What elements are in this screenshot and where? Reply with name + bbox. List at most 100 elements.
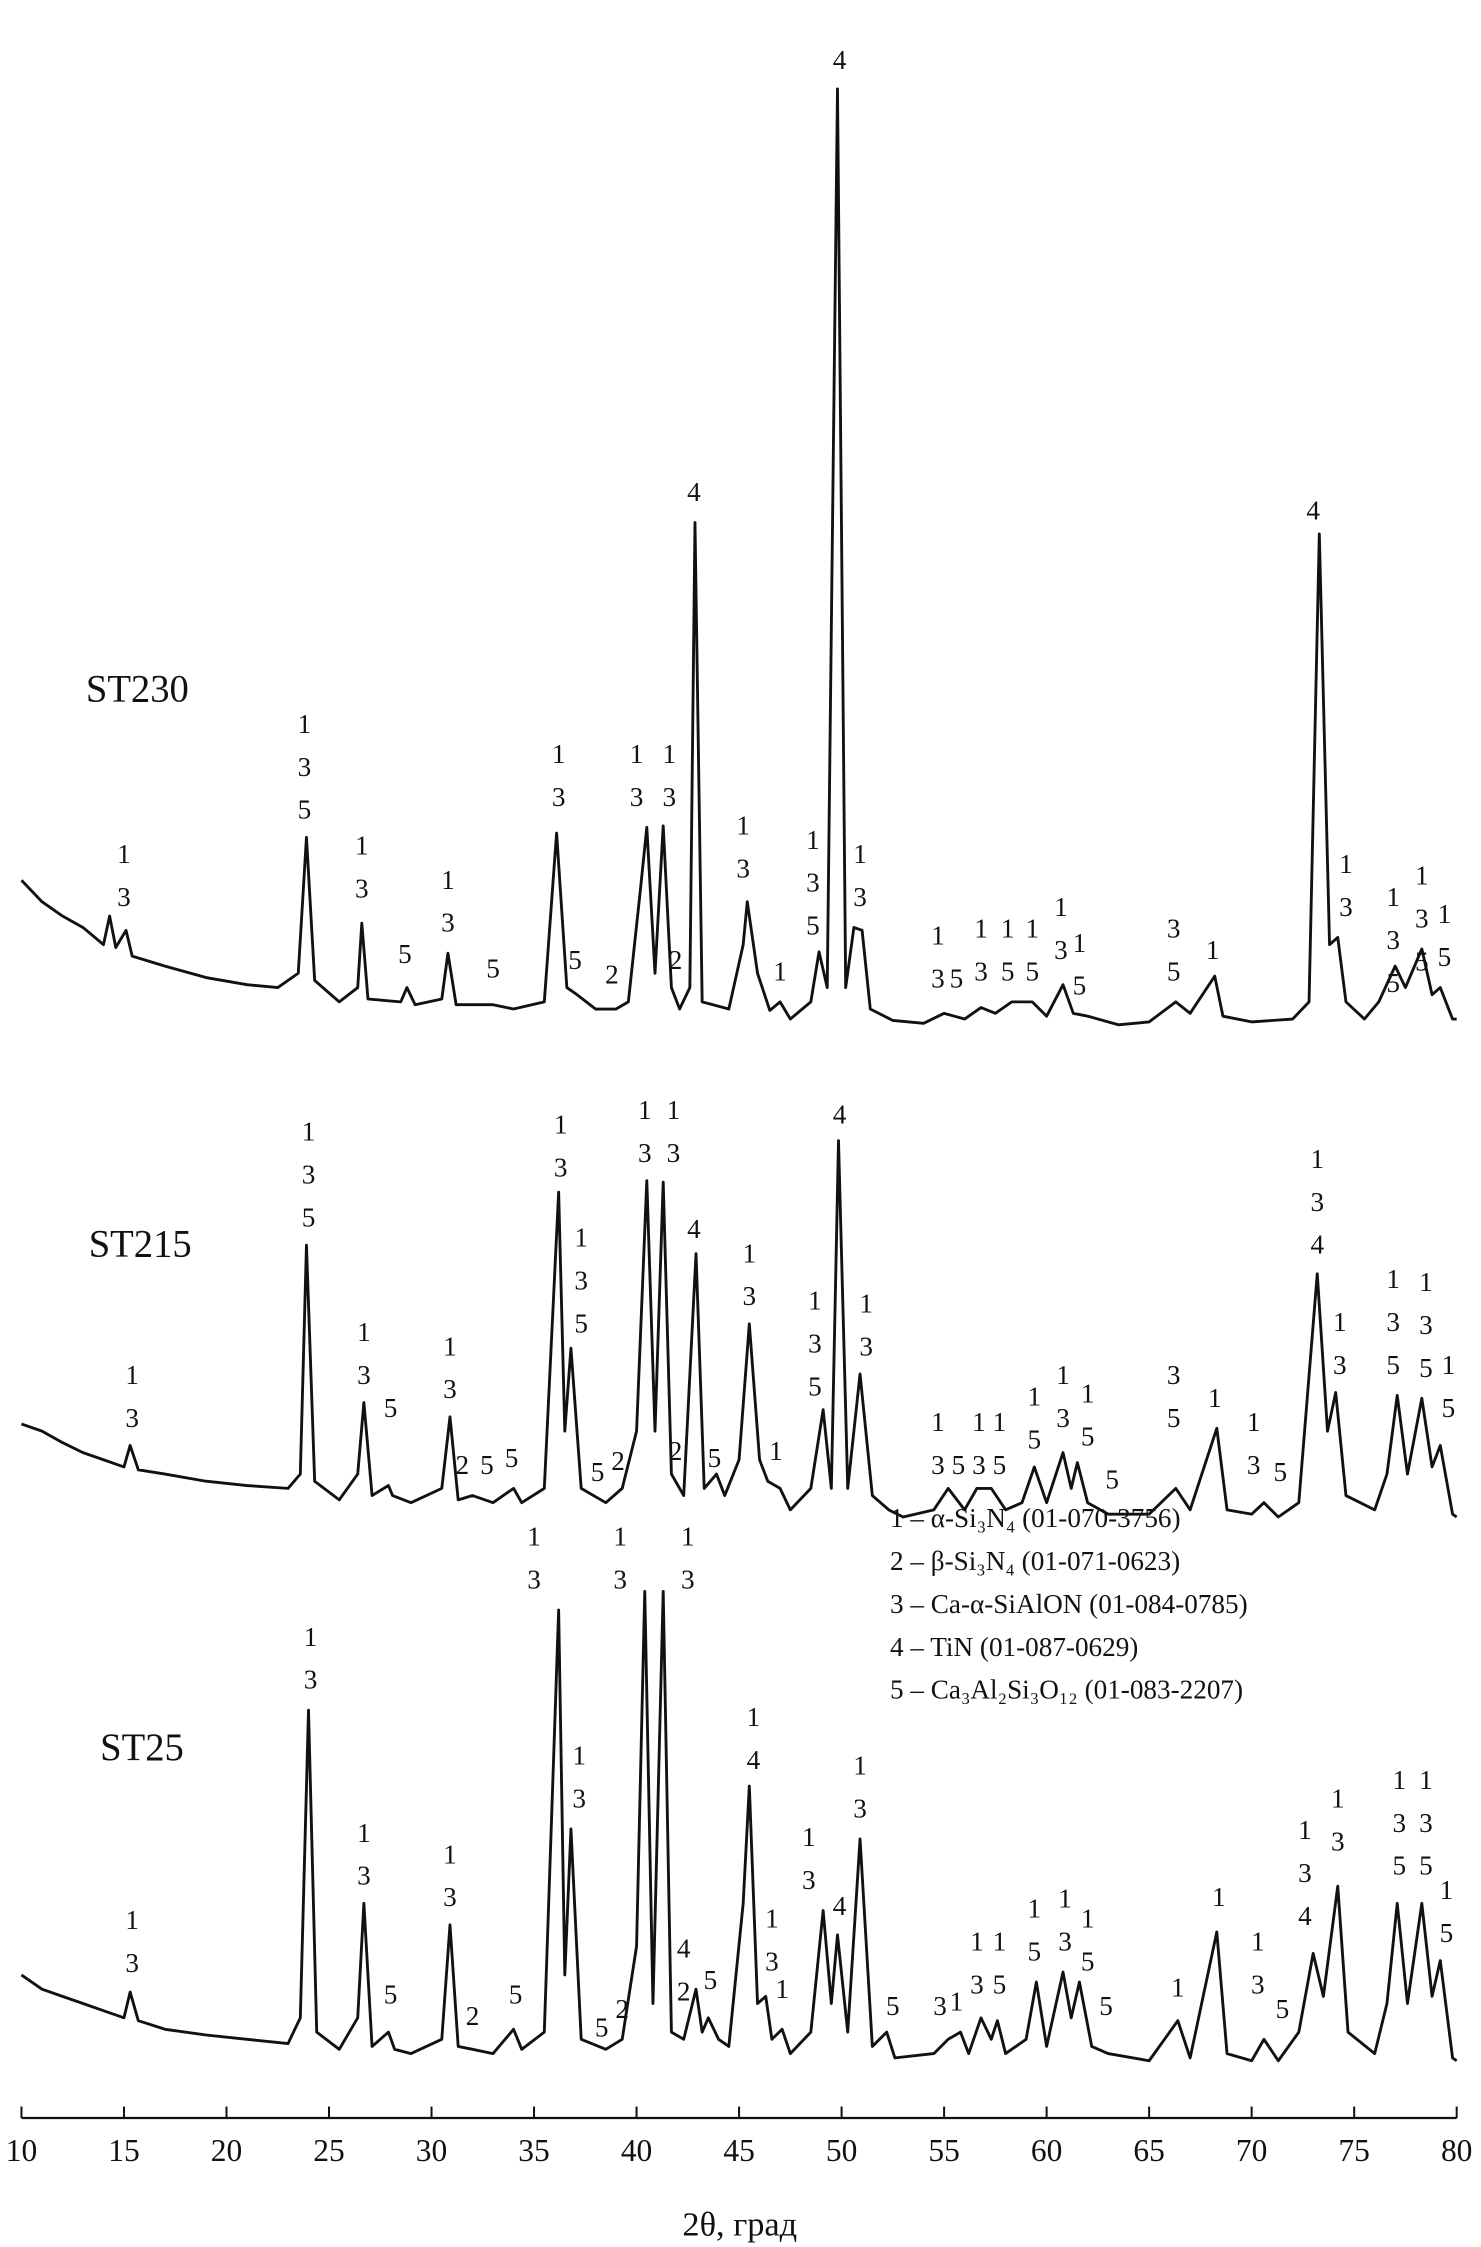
- x-tick-label: 30: [416, 2133, 447, 2168]
- peak-label: 5: [1386, 968, 1400, 998]
- peak-label: 3: [355, 873, 369, 903]
- x-tick-label: 50: [826, 2133, 857, 2168]
- peak-label: 5: [574, 1308, 588, 1338]
- peak-label: 1: [1442, 1350, 1456, 1380]
- peak-label: 1: [1025, 913, 1039, 943]
- xrd-trace: [20, 1589, 1458, 2063]
- peak-label: 3: [802, 1865, 816, 1895]
- peak-label: 4: [1298, 1901, 1312, 1931]
- peak-label: 1: [298, 709, 312, 739]
- peak-label: 1: [441, 865, 455, 895]
- peak-label: 1: [1440, 1875, 1454, 1905]
- x-tick-label: 70: [1236, 2133, 1267, 2168]
- peak-label: 3: [1054, 935, 1068, 965]
- peak-label: 3: [125, 1403, 139, 1433]
- peak-label: 5: [1274, 1457, 1288, 1487]
- peak-label: 3: [667, 1138, 681, 1168]
- peak-label: 5: [384, 1393, 398, 1423]
- peak-label: 3: [806, 868, 820, 898]
- sample-label: ST215: [89, 1224, 192, 1266]
- peak-label: 3: [298, 752, 312, 782]
- x-tick-label: 45: [723, 2133, 754, 2168]
- xrd-trace: [20, 1139, 1458, 1519]
- peak-label: 3: [933, 1991, 947, 2021]
- peak-label: 1: [125, 1360, 139, 1390]
- peak-label: 5: [1442, 1393, 1456, 1423]
- peak-label: 3: [1056, 1403, 1070, 1433]
- peak-label: 1: [357, 1818, 371, 1848]
- x-tick-label: 75: [1338, 2133, 1369, 2168]
- peak-label: 3: [974, 956, 988, 986]
- peak-label: 1: [1310, 1144, 1324, 1174]
- peak-label: 1: [443, 1839, 457, 1869]
- peak-label: 5: [1386, 1350, 1400, 1380]
- peak-label: 3: [638, 1138, 652, 1168]
- peak-label: 3: [572, 1783, 586, 1813]
- peak-label: 3: [853, 1793, 867, 1823]
- peak-label: 5: [704, 1965, 718, 1995]
- peak-label: 3: [1058, 1927, 1072, 1957]
- peak-label: 3: [1333, 1350, 1347, 1380]
- peak-label: 3: [765, 1947, 779, 1977]
- peak-label: 3: [1339, 892, 1353, 922]
- peak-label: 4: [747, 1745, 761, 1775]
- peak-label: 3: [931, 964, 945, 994]
- peak-label: 1: [357, 1317, 371, 1347]
- peak-label: 1: [747, 1702, 761, 1732]
- peak-label: 3: [681, 1565, 695, 1595]
- x-tick-label: 65: [1133, 2133, 1164, 2168]
- peak-label: 4: [687, 1214, 701, 1244]
- peak-label: 1: [552, 739, 566, 769]
- x-tick-label: 25: [313, 2133, 344, 2168]
- peak-label: 1: [681, 1522, 695, 1552]
- peak-label: 3: [1386, 925, 1400, 955]
- peak-label: 1: [1081, 1904, 1095, 1934]
- peak-label: 1: [1438, 899, 1452, 929]
- peak-label: 1: [1419, 1267, 1433, 1297]
- peak-label: 1: [765, 1904, 779, 1934]
- peak-label: 5: [808, 1371, 822, 1401]
- peak-label: 1: [950, 1987, 964, 2017]
- peak-label: 1: [736, 810, 750, 840]
- peak-label: 1: [993, 1407, 1007, 1437]
- peak-label: 5: [1392, 1851, 1406, 1881]
- peak-label: 5: [1099, 1991, 1113, 2021]
- xrd-trace: [20, 87, 1457, 1027]
- legend-entry: 5 – Ca₃Al₂Si₃O₁₂ (01-083-2207): [890, 1675, 1243, 1705]
- peak-label: 1: [1247, 1407, 1261, 1437]
- peak-label: 3: [1251, 1969, 1265, 1999]
- peak-label: 1: [1339, 849, 1353, 879]
- peak-label: 5: [384, 1980, 398, 2010]
- peak-label: 5: [509, 1980, 523, 2010]
- peak-label: 1: [1251, 1927, 1265, 1957]
- peak-label: 3: [117, 882, 131, 912]
- peak-label: 5: [1438, 942, 1452, 972]
- peak-label: 1: [802, 1822, 816, 1852]
- peak-label: 5: [1419, 1851, 1433, 1881]
- peak-label: 1: [1054, 892, 1068, 922]
- peak-label: 3: [1392, 1808, 1406, 1838]
- x-axis-title: 2θ, град: [682, 2205, 797, 2243]
- peak-label: 3: [613, 1565, 627, 1595]
- x-tick-label: 35: [518, 2133, 549, 2168]
- peak-label: 1: [1028, 1381, 1042, 1411]
- peak-label: 3: [443, 1374, 457, 1404]
- peak-label: 4: [687, 477, 701, 507]
- peak-label: 4: [1306, 496, 1320, 526]
- peak-label: 1: [1392, 1765, 1406, 1795]
- peak-label: 3: [743, 1281, 757, 1311]
- peak-label: 4: [833, 45, 847, 75]
- peak-label: 1: [972, 1407, 986, 1437]
- peak-label: 1: [302, 1117, 316, 1147]
- peak-label: 3: [808, 1328, 822, 1358]
- peak-label: 5: [886, 1991, 900, 2021]
- peak-label: 1: [1331, 1783, 1345, 1813]
- peak-label: 5: [1167, 956, 1181, 986]
- peak-label: 5: [1025, 956, 1039, 986]
- peak-label: 1: [1333, 1307, 1347, 1337]
- peak-label: 3: [527, 1565, 541, 1595]
- peak-label: 1: [1419, 1765, 1433, 1795]
- peak-label: 1: [1386, 1264, 1400, 1294]
- peak-label: 1: [775, 1974, 789, 2004]
- peak-label: 5: [486, 954, 500, 984]
